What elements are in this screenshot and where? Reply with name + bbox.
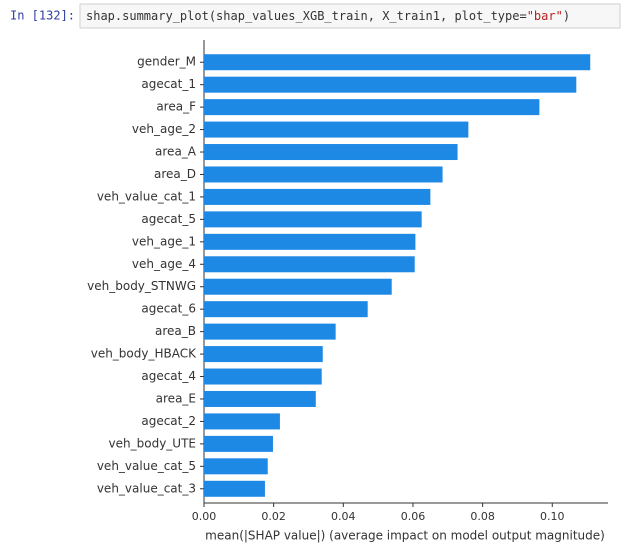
y-tick-label: agecat_1 [141, 77, 196, 91]
code-line: shap.summary_plot(shap_values_XGB_train,… [86, 9, 570, 23]
y-tick-label: veh_age_2 [132, 122, 196, 136]
bar [204, 278, 392, 295]
bar [204, 166, 443, 183]
y-tick-label: veh_value_cat_3 [97, 481, 196, 495]
y-tick-label: area_F [156, 100, 196, 114]
y-tick-label: veh_body_STNWG [87, 279, 196, 293]
y-tick-label: agecat_4 [141, 369, 196, 383]
y-tick-label: veh_age_4 [132, 257, 196, 271]
y-tick-label: area_D [154, 167, 196, 181]
bar [204, 413, 280, 430]
x-tick-label: 0.06 [401, 510, 426, 523]
y-tick-label: veh_age_1 [132, 234, 196, 248]
bar [204, 458, 268, 475]
y-tick-label: area_A [155, 145, 197, 159]
y-tick-label: veh_body_UTE [109, 436, 196, 450]
bar [204, 211, 422, 228]
bar [204, 390, 316, 407]
y-tick-label: veh_value_cat_5 [97, 459, 196, 473]
bar [204, 76, 577, 93]
x-tick-label: 0.08 [470, 510, 495, 523]
code-token: ) [563, 9, 570, 23]
bar [204, 99, 540, 116]
x-axis-label: mean(|SHAP value|) (average impact on mo… [205, 529, 605, 543]
y-tick-label: area_E [156, 391, 196, 405]
y-tick-label: agecat_6 [141, 302, 196, 316]
bar [204, 368, 322, 385]
bar [204, 121, 469, 138]
code-box[interactable] [79, 3, 621, 29]
plot: 0.00 0.02 0.04 0.06 0.08 0.10 gender_M agecat_1… [87, 40, 608, 523]
y-tick-label: agecat_2 [141, 414, 196, 428]
x-tick-label: 0.00 [192, 510, 217, 523]
bar [204, 435, 273, 452]
bar [204, 346, 323, 363]
bar [204, 233, 416, 250]
bar [204, 480, 265, 497]
bar [204, 144, 458, 161]
x-tick-label: 0.02 [261, 510, 286, 523]
bar [204, 301, 368, 318]
y-tick-label: veh_value_cat_1 [97, 189, 196, 203]
bar [204, 323, 336, 340]
bar [204, 256, 415, 273]
code-string: "bar" [527, 9, 563, 23]
cell-prompt: In [132]: [10, 9, 75, 23]
x-tick-label: 0.10 [540, 510, 565, 523]
code-token: shap.summary_plot(shap_values_XGB_train,… [86, 9, 527, 23]
y-tick-label: gender_M [137, 55, 196, 69]
y-tick-label: agecat_5 [141, 212, 196, 226]
bar [204, 188, 431, 205]
bar [204, 54, 591, 71]
y-tick-label: area_B [155, 324, 196, 338]
x-tick-label: 0.04 [331, 510, 356, 523]
y-tick-label: veh_body_HBACK [91, 347, 197, 361]
code: shap.summary_plot(shap_values_XGB_train,… [86, 9, 570, 23]
